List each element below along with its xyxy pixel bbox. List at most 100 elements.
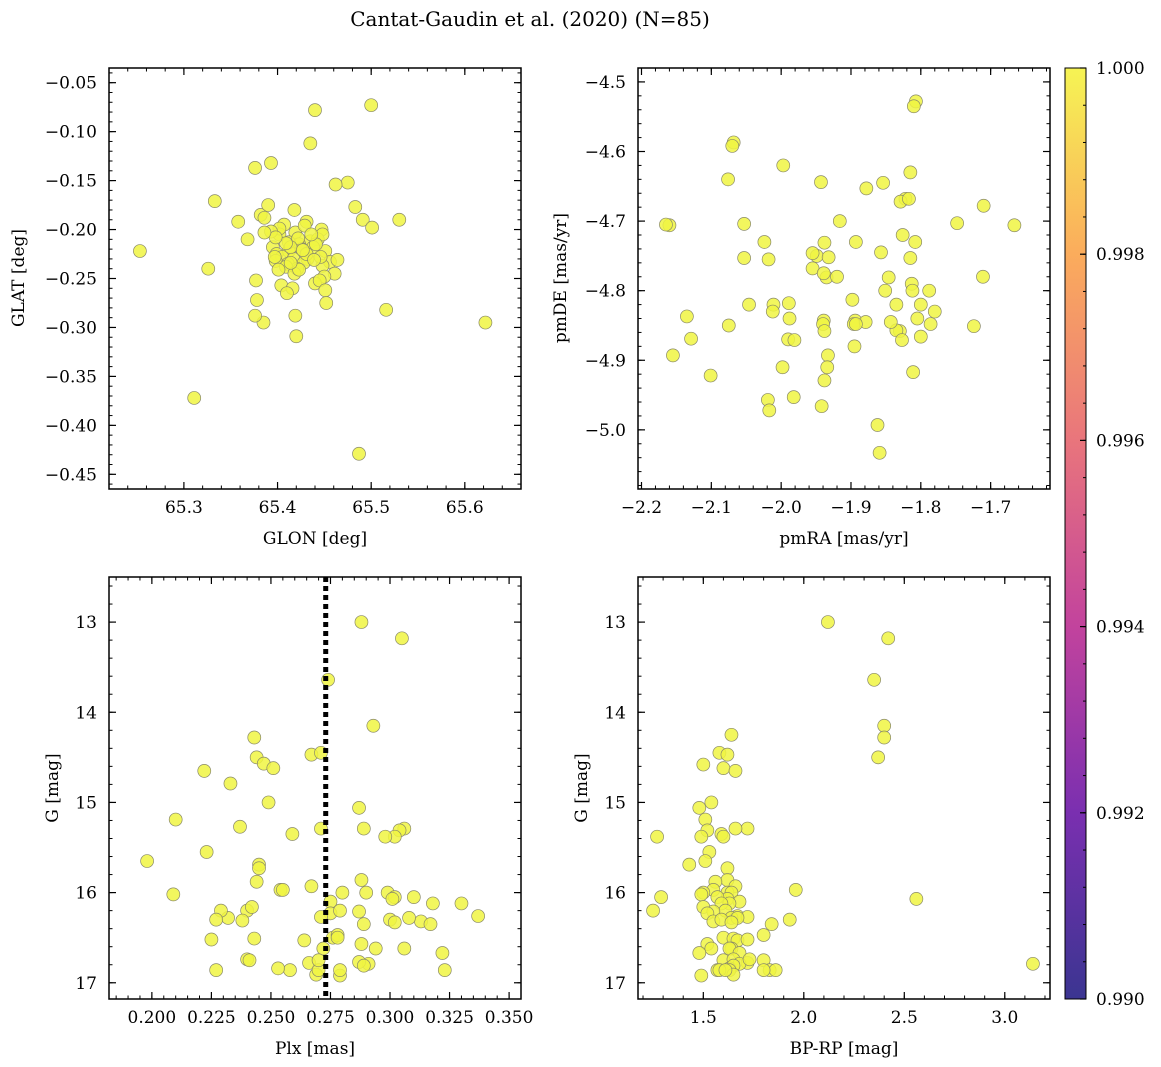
data-point (761, 252, 776, 267)
x-tick-label: −1.9 (830, 498, 871, 518)
y-tick-label: −0.10 (45, 123, 97, 143)
data-point (354, 873, 369, 887)
data-point (694, 887, 709, 902)
data-point (288, 308, 303, 323)
data-point (680, 309, 694, 324)
data-point (209, 963, 224, 977)
data-point (478, 315, 493, 330)
data-point (659, 217, 673, 232)
data-point (725, 139, 740, 153)
data-point (133, 244, 147, 258)
data-point (872, 445, 887, 460)
data-point (724, 727, 739, 742)
y-tick-label: 17 (75, 974, 97, 994)
colorbar: 0.990 0.992 0.994 0.996 0.998 1.000 (1064, 59, 1145, 1010)
y-tick-label: −0.30 (45, 318, 97, 338)
axes-frame-glon-glat (108, 67, 522, 490)
x-tick-label: −1.8 (900, 498, 941, 518)
data-point (423, 917, 438, 932)
data-point (271, 262, 286, 277)
data-point (903, 165, 918, 180)
data-point (764, 917, 779, 932)
x-tick-label: −1.7 (970, 498, 1011, 518)
panel-pmra-pmde: −2.2 −2.1 −2.0 −1.9 −1.8 −1.7 −4.5 −4.6 −4.7 −4.8… (551, 67, 1051, 549)
data-point (454, 896, 469, 911)
x-tick-label: 65.3 (165, 498, 203, 518)
data-point (397, 941, 412, 956)
ylabel-pmde: pmDE [mas/yr] (551, 213, 571, 343)
data-point (787, 333, 802, 347)
data-point (905, 283, 920, 298)
data-point (650, 829, 664, 844)
data-point (817, 373, 832, 388)
x-tick-label: 0.225 (187, 1008, 236, 1028)
data-point (756, 928, 771, 942)
points-plx-g (140, 615, 485, 983)
y-tick-label: −0.45 (45, 465, 97, 485)
data-point (356, 821, 371, 836)
data-point (335, 885, 350, 900)
data-point (364, 98, 379, 113)
data-point (166, 887, 181, 902)
data-point (311, 953, 326, 968)
x-tick-label: 0.275 (306, 1008, 355, 1028)
ticks-plx-g: 0.200 0.225 0.250 0.275 0.300 0.325 0.350 13 14 1… (75, 577, 533, 1028)
data-point (742, 297, 756, 312)
xlabel-bprp: BP-RP [mag] (790, 1039, 899, 1059)
x-tick-label: 65.4 (259, 498, 297, 518)
data-point (328, 177, 343, 192)
xlabel-pmra: pmRA [mas/yr] (779, 529, 908, 549)
colorbar-gradient (1064, 67, 1087, 1000)
data-point (267, 250, 282, 264)
data-point (365, 220, 379, 235)
colorbar-tick-label: 0.990 (1096, 990, 1145, 1010)
data-point (874, 245, 888, 260)
data-point (348, 200, 363, 214)
data-point (682, 857, 697, 872)
y-tick-label: 14 (75, 703, 97, 723)
data-point (387, 915, 402, 930)
data-point (352, 904, 366, 919)
data-point (201, 261, 216, 276)
data-point (437, 963, 452, 977)
data-point (247, 730, 262, 745)
data-point (913, 297, 928, 312)
data-point (867, 672, 881, 687)
xlabel-glon: GLON [deg] (263, 529, 367, 549)
data-point (197, 764, 212, 778)
data-point (340, 175, 355, 190)
data-point (242, 953, 257, 968)
colorbar-tick-label: 0.996 (1096, 431, 1145, 451)
x-tick-label: −2.1 (691, 498, 732, 518)
data-point (782, 912, 797, 927)
data-point (877, 718, 892, 733)
data-point (877, 730, 892, 745)
data-point (333, 963, 347, 977)
data-point (330, 253, 345, 267)
data-point (895, 228, 910, 242)
data-point (233, 819, 247, 834)
y-tick-label: −0.15 (45, 172, 97, 192)
data-point (355, 212, 370, 227)
data-point (814, 175, 828, 189)
data-point (775, 360, 790, 375)
data-point (248, 161, 262, 175)
data-point (832, 214, 847, 228)
data-point (378, 829, 393, 844)
data-point (950, 216, 964, 231)
data-point (291, 231, 305, 246)
data-point (352, 800, 366, 815)
colorbar-tick-label: 1.000 (1096, 59, 1145, 79)
data-point (406, 890, 421, 904)
data-point (248, 308, 262, 323)
data-point (830, 269, 844, 284)
colorbar-tick-label: 0.992 (1096, 804, 1145, 824)
x-tick-label: 65.5 (352, 498, 390, 518)
data-point (909, 892, 924, 906)
data-point (704, 795, 719, 810)
data-point (352, 446, 366, 461)
y-tick-label: 17 (604, 974, 626, 994)
data-point (354, 615, 369, 629)
data-point (718, 963, 733, 977)
